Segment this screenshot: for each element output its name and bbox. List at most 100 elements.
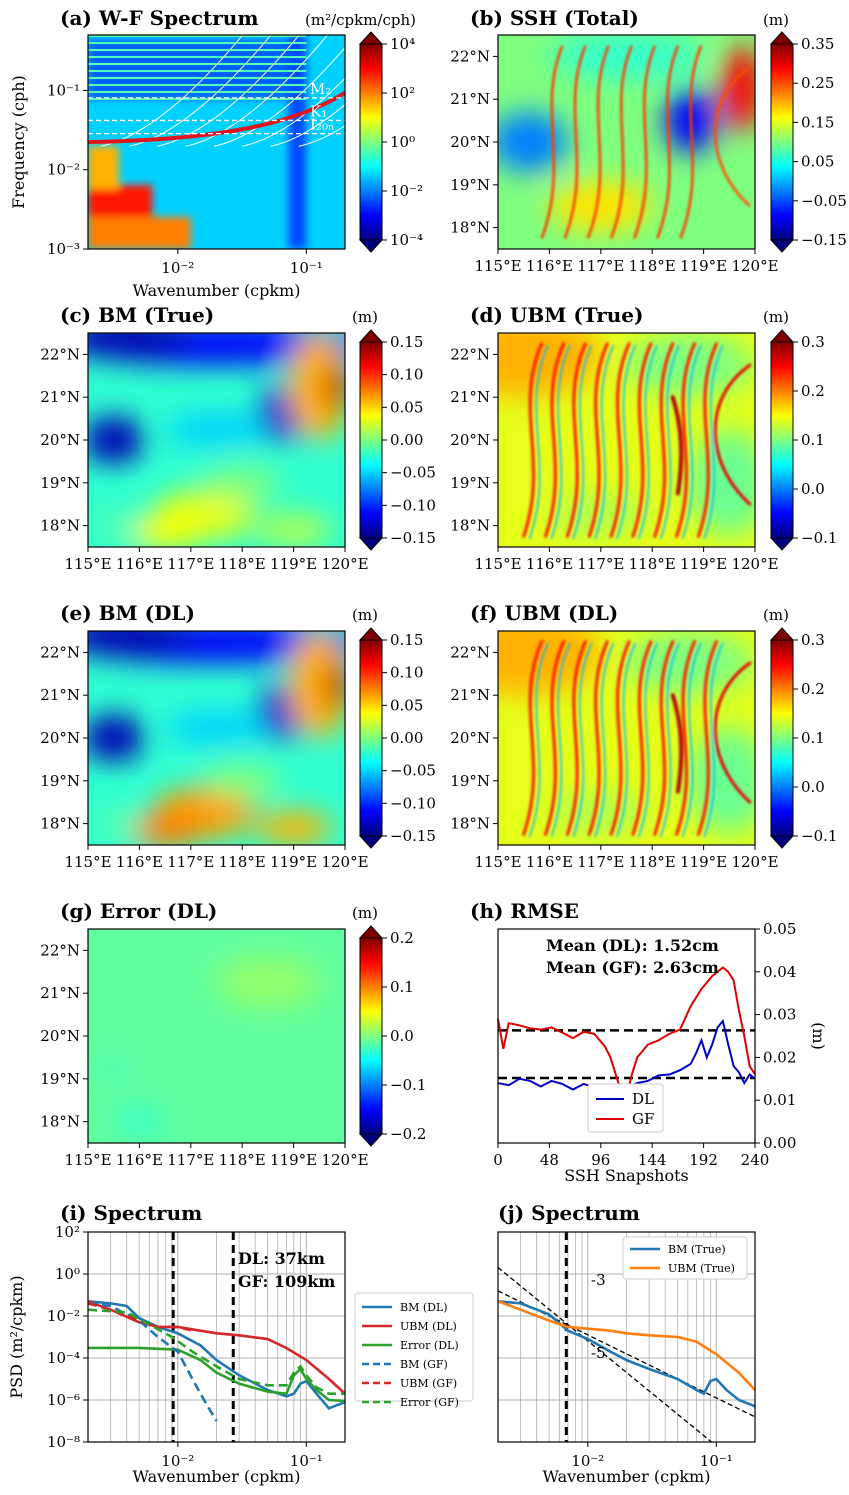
x-tick-label: 119°E (680, 555, 727, 573)
y-tick-label: 22°N (450, 643, 490, 661)
y-tick-label: 22°N (450, 345, 490, 363)
blob (255, 512, 333, 547)
series-line-BM-DL- (88, 1300, 345, 1410)
y-tick-label: 21°N (40, 686, 80, 704)
tidal-label: M₂ (310, 80, 331, 98)
legend-label: BM (True) (668, 1243, 726, 1256)
series-line-Error-GF- (88, 1308, 345, 1395)
colorbar-tick-label: −0.1 (390, 1076, 426, 1094)
crest (696, 640, 718, 836)
x-tick-label: 119°E (270, 1151, 317, 1169)
slope-label: -5 (591, 1344, 606, 1362)
crest (675, 640, 697, 836)
band (88, 49, 307, 51)
panel-g (88, 929, 345, 1143)
crest (675, 342, 697, 538)
colorbar-tick-label: −0.2 (390, 1125, 426, 1143)
y-tick-label: 22°N (40, 345, 80, 363)
y-tick-label: 20°N (40, 729, 80, 747)
x-tick-label: 117°E (167, 853, 214, 871)
colorbar-c: 0.15 0.10 0.05 0.00 −0.05 −0.10 −0.15 (358, 329, 436, 551)
legend-label: BM (DL) (400, 1301, 448, 1314)
x-tick-label: 144 (638, 1151, 667, 1169)
wave-crests (522, 342, 752, 540)
colorbar-tick-label: 0.0 (390, 1027, 414, 1045)
colorbar-tick-label: 0.05 (390, 696, 423, 714)
west-eddy (88, 714, 145, 762)
y-tick-label: 20°N (450, 133, 490, 151)
band (88, 70, 307, 72)
colorbar-tick-label: 0.15 (390, 333, 423, 351)
colorbar-tick-label: −0.15 (390, 529, 436, 547)
x-axis-label: Wavenumber (cpkm) (133, 281, 301, 300)
trough (594, 344, 614, 540)
x-tick-label: 119°E (270, 555, 317, 573)
colorbar-body (770, 341, 794, 539)
x-tick-label: 118°E (219, 853, 266, 871)
y-tick-label: 10⁻⁸ (47, 1433, 80, 1451)
y-tick-label: 19°N (40, 1070, 80, 1088)
field-d (498, 333, 755, 547)
colorbar-tick-label: 0.00 (390, 431, 423, 449)
y-tick-label: 21°N (450, 686, 490, 704)
colorbar-tick-label: 0.05 (801, 153, 834, 171)
band (88, 91, 307, 93)
x-tick-label: 117°E (577, 555, 624, 573)
colorbar-extend-bottom (358, 537, 384, 551)
panel-unit-e: (m) (352, 606, 378, 624)
colorbar-a: 10⁴ 10² 10⁰ 10⁻² 10⁻⁴ (358, 31, 423, 253)
crest (544, 640, 566, 836)
blob (126, 812, 204, 845)
crest (565, 342, 587, 538)
axes-frame (87, 1231, 346, 1443)
field-blobs (88, 333, 345, 547)
y-tick-label: 0.00 (763, 1134, 796, 1152)
x-tick-label: 115°E (474, 555, 521, 573)
crest (609, 45, 633, 239)
axes-f: 115°E 116°E 117°E 118°E 119°E 120°E 22°N 21°N 20… (450, 630, 779, 871)
colorbar-extend-bottom (358, 1133, 384, 1147)
panel-unit-c: (m) (352, 308, 378, 326)
crest (631, 640, 653, 836)
axes-c: 115°E 116°E 117°E 118°E 119°E 120°E 22°N 21°N 20… (40, 332, 369, 573)
panel-d (498, 333, 755, 547)
x-tick-label: 118°E (629, 555, 676, 573)
axes-b: 115°E 116°E 117°E 118°E 119°E 120°E 22°N 21°N 20… (450, 34, 779, 275)
x-tick-label: 120°E (731, 257, 778, 275)
mode1-curve (88, 91, 345, 144)
trough (550, 642, 571, 838)
trough (572, 344, 593, 540)
mode-curve (298, 124, 345, 147)
colorbar-tick-label: −0.15 (801, 231, 847, 249)
colorbar-tick-label: −0.1 (801, 827, 837, 845)
plot-area (498, 1232, 755, 1442)
x-axis-label: SSH Snapshots (564, 1166, 689, 1185)
x-axis-label: Wavenumber (cpkm) (543, 1467, 711, 1486)
panel-title-c: (c) BM (True) (60, 303, 214, 327)
colorbar-extend-top (358, 31, 384, 45)
legend-box (354, 1292, 474, 1402)
blob (165, 412, 268, 447)
x-tick-label: 48 (540, 1151, 559, 1169)
y-tick-label: 18°N (450, 517, 490, 535)
x-tick-label: 120°E (321, 1151, 368, 1169)
legend-label: Error (DL) (400, 1339, 459, 1352)
blob (88, 333, 191, 359)
y-tick-label: 19°N (450, 474, 490, 492)
trough (703, 642, 724, 838)
y-tick-label: 0.03 (763, 1006, 796, 1024)
trough (594, 642, 614, 838)
y-tick-label: 22°N (40, 941, 80, 959)
x-tick-label: 10⁻¹ (290, 1452, 323, 1470)
band (88, 35, 307, 37)
panel-unit-f: (m) (763, 606, 789, 624)
colorbar-tick-label: 0.2 (801, 382, 825, 400)
west-eddy (88, 416, 145, 464)
x-tick-label: 115°E (474, 853, 521, 871)
trough (528, 642, 549, 838)
blob (88, 806, 140, 841)
y-tick-label: 18°N (450, 815, 490, 833)
trough (638, 344, 658, 540)
field-f (498, 631, 755, 845)
